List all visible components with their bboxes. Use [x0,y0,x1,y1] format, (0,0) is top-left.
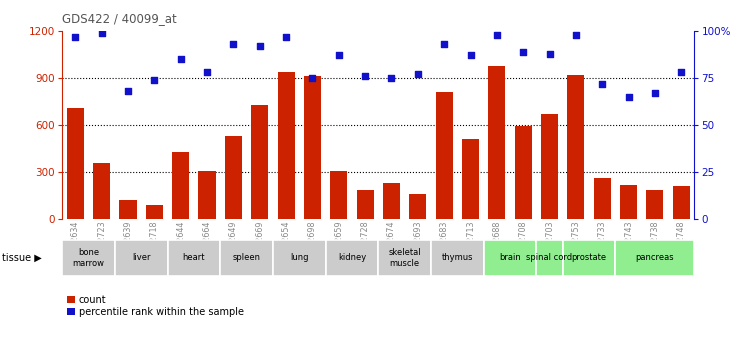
Point [359,73,371,79]
Bar [119,200,137,219]
Text: heart: heart [183,253,205,263]
Bar [541,114,558,219]
Point [96,30,107,36]
Bar [67,108,84,219]
Bar [409,194,426,219]
Text: prostate: prostate [572,253,607,263]
Bar [436,92,452,219]
Bar [115,240,167,276]
Text: thymus: thymus [442,253,473,263]
Bar [594,178,611,219]
Point [254,43,265,49]
Text: pancreas: pancreas [636,253,674,263]
Text: bone
marrow: bone marrow [72,248,105,268]
Point [675,70,687,75]
Bar [646,190,664,219]
Bar [330,171,347,219]
Bar [537,240,563,276]
Point [306,75,318,81]
Point [412,71,424,77]
Legend: count, percentile rank within the sample: count, percentile rank within the sample [67,295,243,317]
Bar [383,183,400,219]
Point [623,94,635,100]
Bar [567,75,585,219]
Bar [304,77,321,219]
Text: tissue ▶: tissue ▶ [2,253,42,263]
Bar [488,66,505,219]
Bar [673,186,690,219]
Bar [515,126,531,219]
Bar [273,240,325,276]
Bar [145,205,163,219]
Bar [278,72,295,219]
Bar [167,240,220,276]
Bar [325,240,379,276]
Bar [93,163,110,219]
Point [570,32,582,38]
Point [148,77,160,83]
Point [280,34,292,39]
Text: GDS422 / 40099_at: GDS422 / 40099_at [62,12,177,25]
Point [649,90,661,96]
Point [544,51,556,56]
Text: lung: lung [290,253,308,263]
Bar [357,190,374,219]
Text: spinal cord: spinal cord [526,253,572,263]
Bar [462,139,479,219]
Text: skeletal
muscle: skeletal muscle [388,248,421,268]
Point [122,88,134,94]
Bar [431,240,484,276]
Bar [220,240,273,276]
Point [386,75,398,81]
Text: kidney: kidney [338,253,366,263]
Text: spleen: spleen [232,253,260,263]
Bar [199,170,216,219]
Bar [620,185,637,219]
Point [69,34,81,39]
Text: liver: liver [132,253,151,263]
Point [201,70,213,75]
Point [227,41,239,47]
Text: brain: brain [499,253,521,263]
Bar [251,105,268,219]
Bar [484,240,537,276]
Point [439,41,450,47]
Bar [563,240,616,276]
Bar [225,136,242,219]
Point [175,57,186,62]
Bar [172,152,189,219]
Point [333,53,344,58]
Point [491,32,503,38]
Bar [616,240,694,276]
Point [596,81,608,87]
Point [465,53,477,58]
Bar [379,240,431,276]
Point [518,49,529,55]
Bar [62,240,115,276]
